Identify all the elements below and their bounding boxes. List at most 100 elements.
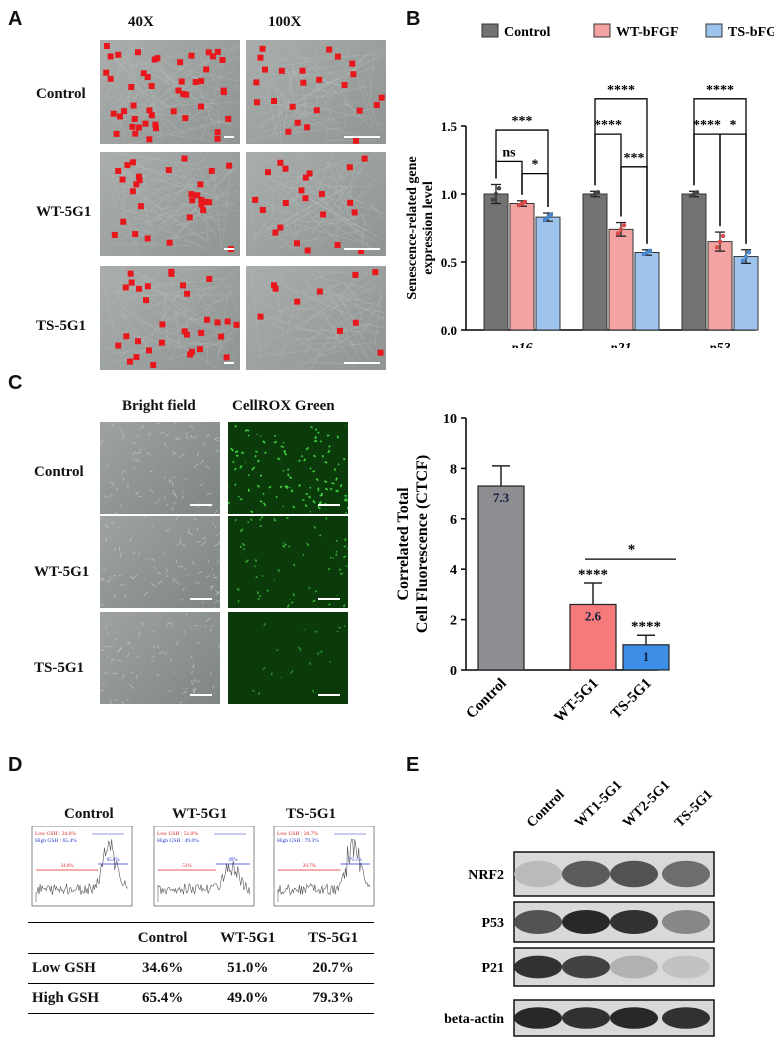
cell-texture [215, 532, 220, 537]
fluorescent-cell [310, 425, 313, 429]
fluorescent-cell [277, 457, 281, 461]
cell-texture [105, 538, 108, 540]
senescent-cell-marker [261, 66, 268, 73]
cell-texture [288, 297, 333, 320]
cell-texture [202, 536, 207, 540]
cell-texture [210, 585, 213, 591]
senescent-cell-marker [135, 173, 142, 180]
senescent-cell-marker [316, 76, 323, 83]
senescent-cell-marker [197, 181, 204, 188]
cell-texture [257, 275, 381, 350]
senescent-cell-marker [186, 214, 193, 221]
fluorescent-cell [280, 445, 285, 448]
cell-texture [113, 163, 177, 238]
senescent-cell-marker [304, 247, 311, 254]
fluorescent-cell [256, 484, 260, 488]
cell-texture [139, 425, 145, 430]
senescent-cell-marker [142, 120, 149, 127]
cell-texture [206, 433, 211, 437]
cell-texture [196, 527, 199, 532]
fluorescent-cell [287, 473, 290, 477]
fluorescent-cell [277, 569, 280, 573]
cell-texture [151, 267, 197, 270]
cell-texture [304, 270, 338, 284]
cell-texture [196, 641, 201, 644]
cell-texture [298, 158, 341, 188]
cell-texture [113, 223, 199, 245]
bright-field-image [100, 422, 220, 514]
bright-field-image [100, 612, 220, 704]
fluorescent-cell [304, 504, 308, 508]
panel-d-histograms: Low GSH : 34.6%High GSH : 65.4% 34.6% 65.4… [31, 826, 375, 907]
fluorescent-cell [289, 476, 293, 479]
cell-texture [146, 451, 152, 456]
cell-texture [156, 674, 160, 677]
senescent-cell-marker [126, 358, 133, 365]
cell-texture [140, 277, 234, 342]
cell-texture [317, 288, 382, 299]
senescent-cell-marker [188, 52, 195, 59]
cell-texture [293, 272, 376, 336]
cell-texture [164, 476, 167, 480]
cell-texture [175, 325, 236, 351]
data-point [548, 212, 554, 217]
fluorescent-cell [273, 434, 277, 437]
data-point [490, 197, 496, 202]
sig-bracket [521, 172, 549, 208]
fluorescent-cell [262, 492, 265, 495]
cell-texture [111, 70, 236, 123]
senescent-cell-marker [136, 124, 143, 131]
cell-texture [192, 680, 195, 682]
senescent-cell-marker [129, 159, 136, 166]
cell-texture [190, 425, 194, 429]
cell-texture [267, 85, 371, 108]
cell-texture [116, 527, 120, 529]
high-gate-label: 65.4% [107, 858, 120, 863]
cell-texture [107, 305, 187, 367]
cell-texture [109, 56, 152, 111]
cell-texture [154, 566, 156, 570]
bar [733, 256, 759, 331]
low-gate-label: 34.6% [61, 864, 74, 869]
fluorescent-cell [276, 648, 279, 652]
senescent-cell-marker [356, 107, 363, 114]
y-axis-label: Senescence-related geneexpression level [405, 156, 436, 299]
cell-texture [115, 638, 118, 641]
cell-texture [109, 453, 111, 456]
cell-texture [213, 170, 223, 254]
fluorescent-cell [254, 559, 258, 562]
fluorescent-cell [303, 458, 307, 462]
senescent-cell-marker [203, 66, 210, 73]
cell-texture [100, 439, 104, 445]
fluorescent-cell [246, 429, 250, 432]
tile-overlay [247, 40, 386, 144]
cell-texture [266, 175, 369, 232]
fluorescent-cell [297, 646, 301, 650]
cell-texture [168, 286, 206, 362]
senescent-cell-marker [352, 319, 359, 326]
fluorescent-cell [287, 545, 291, 548]
cell-texture [113, 243, 192, 246]
senescent-cell-marker [214, 135, 221, 142]
cell-texture [125, 44, 162, 74]
cell-texture [163, 442, 168, 448]
senescent-cell-marker [289, 103, 296, 110]
scale-bar [344, 248, 380, 250]
gsh-table: Control WT-5G1 TS-5G1 Low GSH 34.6% 51.0… [28, 924, 374, 1014]
senescent-cell-marker [257, 313, 264, 320]
gsh-cell: 34.6% [142, 960, 184, 976]
cell-texture [150, 582, 156, 588]
cell-texture [136, 434, 139, 439]
senescent-cell-marker [218, 333, 225, 340]
cell-texture [191, 560, 195, 566]
low-gate-label: 51% [182, 864, 191, 869]
fluorescent-cell [234, 450, 239, 454]
cell-texture [370, 203, 386, 221]
cell-texture [313, 67, 376, 88]
cell-texture [214, 600, 220, 603]
cell-texture [136, 491, 139, 495]
cell-texture [174, 209, 239, 227]
fluorescent-cell [319, 501, 322, 504]
cell-texture [201, 173, 217, 199]
senescent-cell-marker [300, 79, 307, 86]
